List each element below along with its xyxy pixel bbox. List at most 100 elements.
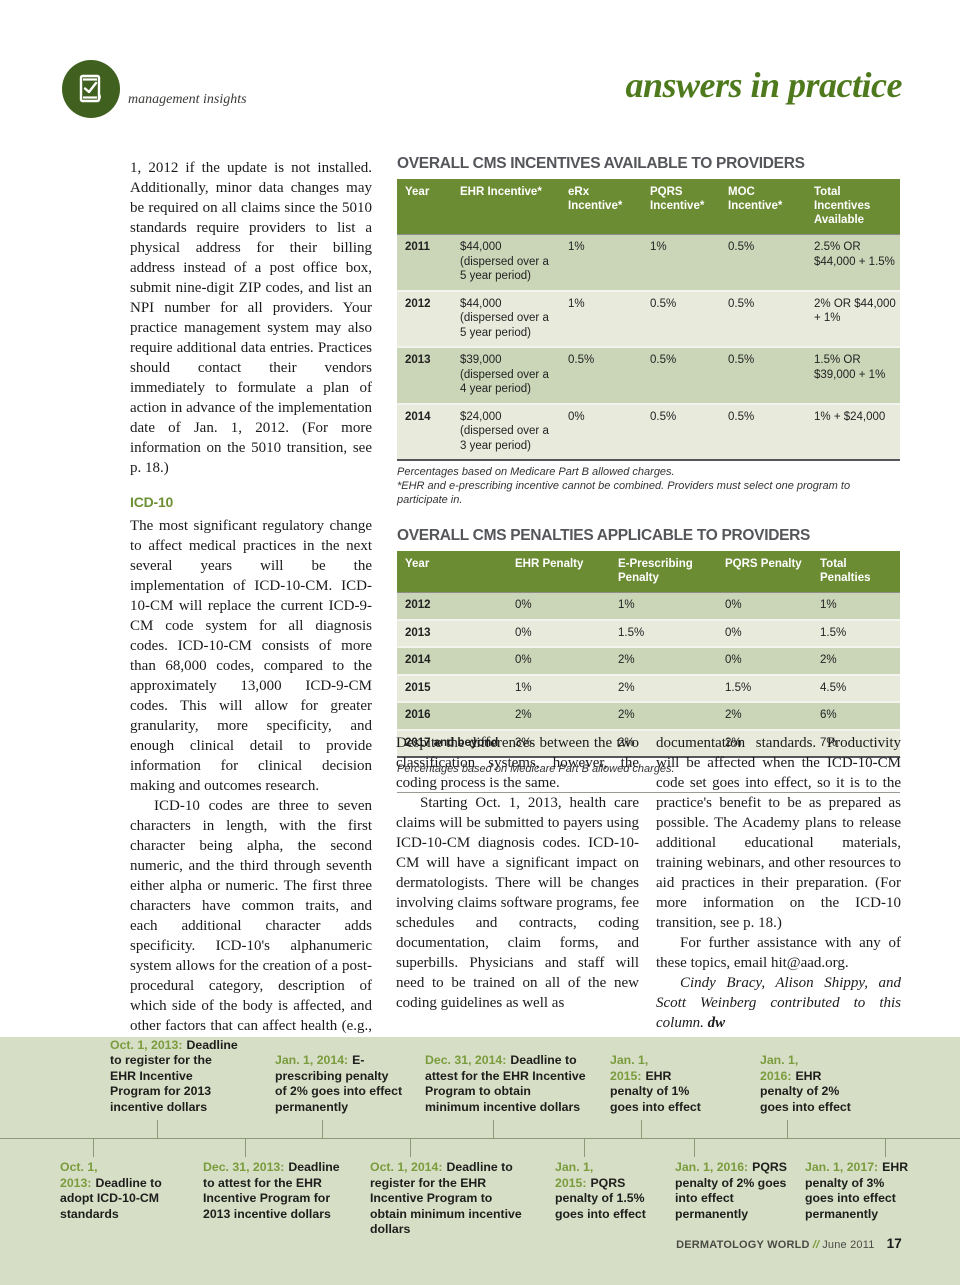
horizontal-rule <box>397 792 900 793</box>
table-row: 2015 1% 2% 1.5% 4.5% <box>397 673 900 702</box>
timeline-date: Oct. 1, 2014: <box>370 1160 443 1174</box>
cell-eprescribing-penalty: 1% <box>610 592 717 620</box>
cell-total-incentives: 2% OR $44,000 + 1% <box>806 289 900 347</box>
timeline-tick <box>93 1139 94 1157</box>
cell-moc-incentive: 0.5% <box>720 234 806 291</box>
cell-erx-incentive: 0.5% <box>560 346 642 404</box>
timeline-event: Dec. 31, 2013: Deadline to attest for the… <box>203 1160 353 1222</box>
incentives-footnote-1: Percentages based on Medicare Part B all… <box>397 466 675 478</box>
cell-year: 2015 <box>397 673 507 702</box>
cell-total-penalties: 7% <box>812 728 900 757</box>
cell-total-incentives: 1.5% OR $39,000 + 1% <box>806 346 900 404</box>
column-header: E-Prescribing Penalty <box>610 551 717 593</box>
cell-eprescribing-penalty: 1.5% <box>610 618 717 647</box>
timeline-tick <box>245 1139 246 1157</box>
issue-date: June 2011 <box>822 1239 875 1251</box>
timeline-band: Oct. 1, 2013: Deadline to register for th… <box>0 1037 960 1285</box>
cell-total-penalties: 4.5% <box>812 673 900 702</box>
column-header: EHR Incentive* <box>452 179 560 235</box>
penalties-table: Year EHR Penalty E-Prescribing Penalty P… <box>397 551 900 758</box>
column-header: Year <box>397 551 507 593</box>
body-paragraph: ICD-10 codes are three to seven characte… <box>130 798 372 1074</box>
cell-pqrs-penalty: 0% <box>717 592 812 620</box>
table-row: 2013 $39,000 (dispersed over a 4 year pe… <box>397 346 900 404</box>
cell-ehr-penalty: 3% <box>507 728 610 757</box>
cell-year: 2014 <box>397 402 452 460</box>
timeline-tick <box>641 1120 642 1138</box>
timeline-event: Jan. 1, 2016: PQRS penalty of 2% goes int… <box>675 1160 793 1222</box>
timeline-tick <box>157 1120 158 1138</box>
incentives-table-title: OVERALL CMS INCENTIVES AVAILABLE TO PROV… <box>397 155 805 172</box>
column-header: Year <box>397 179 452 235</box>
cell-total-incentives: 2.5% OR $44,000 + 1.5% <box>806 234 900 291</box>
timeline-text: Deadline to register for the EHR Incenti… <box>110 1037 238 1114</box>
timeline-date: Jan. 1, 2016: <box>760 1053 799 1083</box>
cell-year: 2011 <box>397 234 452 291</box>
cell-pqrs-incentive: 1% <box>642 234 720 291</box>
cell-ehr-penalty: 0% <box>507 592 610 620</box>
cell-erx-incentive: 1% <box>560 289 642 347</box>
table-row: 2011 $44,000 (dispersed over a 5 year pe… <box>397 234 900 291</box>
cell-total-penalties: 1% <box>812 592 900 620</box>
timeline-date: Oct. 1, 2013: <box>60 1160 98 1190</box>
timeline-text: EHR penalty of 2% goes into effect <box>760 1068 851 1114</box>
cell-pqrs-penalty: 1.5% <box>717 673 812 702</box>
body-paragraph: The most significant regulatory change t… <box>130 518 372 794</box>
management-insights-logo <box>62 60 120 118</box>
cell-pqrs-penalty: 0% <box>717 618 812 647</box>
cell-moc-incentive: 0.5% <box>720 289 806 347</box>
cell-eprescribing-penalty: 2% <box>610 701 717 730</box>
cell-total-penalties: 6% <box>812 701 900 730</box>
penalties-table-title: OVERALL CMS PENALTIES APPLICABLE TO PROV… <box>397 527 811 544</box>
timeline-date: Dec. 31, 2014: <box>425 1053 507 1067</box>
cell-ehr-incentive: $39,000 (dispersed over a 4 year period) <box>452 346 560 404</box>
body-paragraph: documentation standards. Productivity wi… <box>656 735 901 931</box>
cell-total-penalties: 2% <box>812 646 900 675</box>
column-header: PQRS Penalty <box>717 551 812 593</box>
timeline-tick <box>322 1120 323 1138</box>
penalties-block: OVERALL CMS PENALTIES APPLICABLE TO PROV… <box>397 527 900 776</box>
cell-year: 2013 <box>397 346 452 404</box>
page-number: 17 <box>886 1236 902 1251</box>
clipboard-check-icon <box>79 74 101 103</box>
cell-year: 2012 <box>397 592 507 620</box>
column-header: eRx Incentive* <box>560 179 642 235</box>
column-header: EHR Penalty <box>507 551 610 593</box>
magazine-name: DERMATOLOGY WORLD <box>676 1239 810 1251</box>
column-header: MOC Incentive* <box>720 179 806 235</box>
timeline-text: EHR penalty of 3% goes into effect perma… <box>805 1160 909 1221</box>
cell-total-penalties: 1.5% <box>812 618 900 647</box>
timeline-event: Jan. 1, 2014: E-prescribing penalty of 2%… <box>275 1053 403 1115</box>
byline: Cindy Bracy, Alison Shippy, and Scott We… <box>656 973 901 1033</box>
cell-pqrs-incentive: 0.5% <box>642 346 720 404</box>
cell-eprescribing-penalty: 2% <box>610 646 717 675</box>
timeline-date: Jan. 1, 2016: <box>675 1160 749 1174</box>
cell-moc-incentive: 0.5% <box>720 402 806 460</box>
timeline-tick <box>694 1139 695 1157</box>
timeline-tick <box>493 1120 494 1138</box>
cell-pqrs-penalty: 2% <box>717 728 812 757</box>
timeline-event: Jan. 1, 2015: PQRS penalty of 1.5% goes i… <box>555 1160 647 1222</box>
timeline-tick <box>885 1139 886 1157</box>
table-row: 2013 0% 1.5% 0% 1.5% <box>397 618 900 647</box>
body-paragraph: For further assistance with any of these… <box>656 935 901 971</box>
cell-year: 2012 <box>397 289 452 347</box>
cell-ehr-penalty: 0% <box>507 618 610 647</box>
table-row: 2016 2% 2% 2% 6% <box>397 701 900 730</box>
table-row: 2014 0% 2% 0% 2% <box>397 646 900 675</box>
brand-label: management insights <box>128 92 247 107</box>
timeline-event: Jan. 1, 2017: EHR penalty of 3% goes into… <box>805 1160 913 1222</box>
timeline-date: Jan. 1, 2015: <box>610 1053 649 1083</box>
timeline-date: Jan. 1, 2014: <box>275 1053 349 1067</box>
timeline-event: Oct. 1, 2013: Deadline to adopt ICD-10-CM… <box>60 1160 168 1222</box>
incentives-table: Year EHR Incentive* eRx Incentive* PQRS … <box>397 179 900 461</box>
table-row: 2014 $24,000 (dispersed over a 3 year pe… <box>397 402 900 460</box>
table-row: 2017 and beyond 3% 2% 2% 7% <box>397 728 900 757</box>
cell-eprescribing-penalty: 2% <box>610 728 717 757</box>
footer-separator: // <box>812 1239 820 1251</box>
cell-ehr-penalty: 0% <box>507 646 610 675</box>
cell-ehr-incentive: $24,000 (dispersed over a 3 year period) <box>452 402 560 460</box>
timeline-text: Deadline to register for the EHR Incenti… <box>370 1160 522 1236</box>
cell-ehr-penalty: 1% <box>507 673 610 702</box>
